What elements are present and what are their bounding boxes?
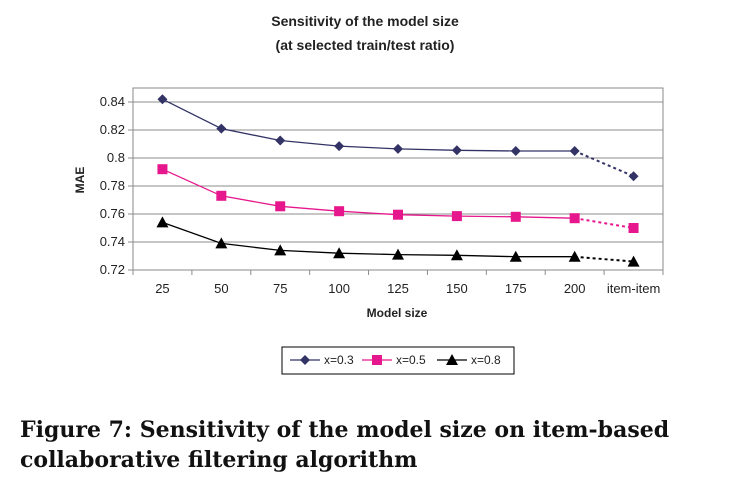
plot-area <box>132 87 664 271</box>
data-point-triangle <box>333 247 346 259</box>
y-tick-label: 0.82 <box>100 122 125 137</box>
series-line <box>162 168 575 219</box>
x-tick-label: 75 <box>273 281 287 296</box>
chart-title: Sensitivity of the model size <box>271 13 459 29</box>
x-tick-label: item-item <box>607 281 660 296</box>
series-dashed-segment <box>574 255 634 263</box>
figure-caption: Figure 7: Sensitivity of the model size … <box>20 417 670 473</box>
data-point-triangle <box>509 250 522 262</box>
data-point-square <box>628 223 639 233</box>
data-point-diamond <box>569 146 580 156</box>
x-tick-label: 200 <box>564 281 586 296</box>
data-point-square <box>216 190 227 201</box>
data-point-triangle <box>627 255 640 267</box>
y-tick-label: 0.8 <box>107 150 125 165</box>
data-point-square <box>451 211 462 222</box>
data-point-triangle <box>568 250 581 262</box>
data-point-diamond <box>275 135 286 146</box>
y-tick-label: 0.74 <box>100 234 125 249</box>
y-tick-label: 0.84 <box>100 94 125 109</box>
series-line <box>162 221 575 258</box>
series-x=0.8 <box>156 216 640 267</box>
x-tick-label: 50 <box>214 281 228 296</box>
data-point-diamond <box>510 146 521 156</box>
data-point-diamond <box>628 171 639 182</box>
legend-label: x=0.8 <box>471 353 501 367</box>
data-point-diamond <box>300 355 310 365</box>
data-point-square <box>157 164 168 175</box>
legend-box <box>281 346 515 375</box>
x-tick-label: 125 <box>387 281 409 296</box>
y-axis-title: MAE <box>73 167 87 194</box>
y-tick-label: 0.76 <box>100 206 125 221</box>
series-group <box>156 94 640 267</box>
series-dashed-segment <box>574 150 634 178</box>
x-tick-label: 25 <box>155 281 169 296</box>
data-point-square <box>510 211 521 222</box>
data-point-diamond <box>451 145 462 156</box>
data-point-triangle <box>392 248 404 260</box>
data-point-triangle <box>450 249 463 261</box>
data-point-triangle <box>156 216 169 228</box>
chart-container: Sensitivity of the model size (at select… <box>73 13 664 375</box>
legend-label: x=0.5 <box>396 353 426 367</box>
legend: x=0.3 x=0.5 x=0.8 <box>290 353 501 367</box>
y-tick-labels: 0.72 0.74 0.76 0.78 0.8 0.82 0.84 <box>100 94 133 277</box>
legend-label: x=0.3 <box>324 353 354 367</box>
x-axis-title: Model size <box>367 306 428 320</box>
data-point-diamond <box>157 94 168 105</box>
data-point-diamond <box>334 141 345 152</box>
grid-lines <box>133 101 663 271</box>
y-tick-label: 0.78 <box>100 178 125 193</box>
data-point-square <box>372 355 382 365</box>
x-tick-label: 150 <box>446 281 468 296</box>
y-tick-label: 0.72 <box>100 262 125 277</box>
series-x=0.3 <box>157 94 639 182</box>
data-point-square <box>275 201 286 212</box>
x-tick-label: 100 <box>328 281 350 296</box>
data-point-triangle <box>446 354 458 365</box>
data-point-diamond <box>393 143 403 154</box>
data-point-triangle <box>274 244 287 256</box>
data-point-square <box>334 206 345 217</box>
line-chart: Sensitivity of the model size (at select… <box>73 13 664 375</box>
chart-subtitle: (at selected train/test ratio) <box>276 37 455 53</box>
series-line <box>162 98 575 152</box>
data-point-diamond <box>216 123 227 134</box>
series-dashed-segment <box>574 217 634 229</box>
series-x=0.5 <box>157 164 639 233</box>
x-tick-labels: 25 50 75 100 125 150 175 200 item-item <box>132 270 664 296</box>
data-point-square <box>569 213 580 224</box>
x-tick-label: 175 <box>505 281 527 296</box>
data-point-triangle <box>215 237 228 249</box>
data-point-square <box>393 209 403 220</box>
